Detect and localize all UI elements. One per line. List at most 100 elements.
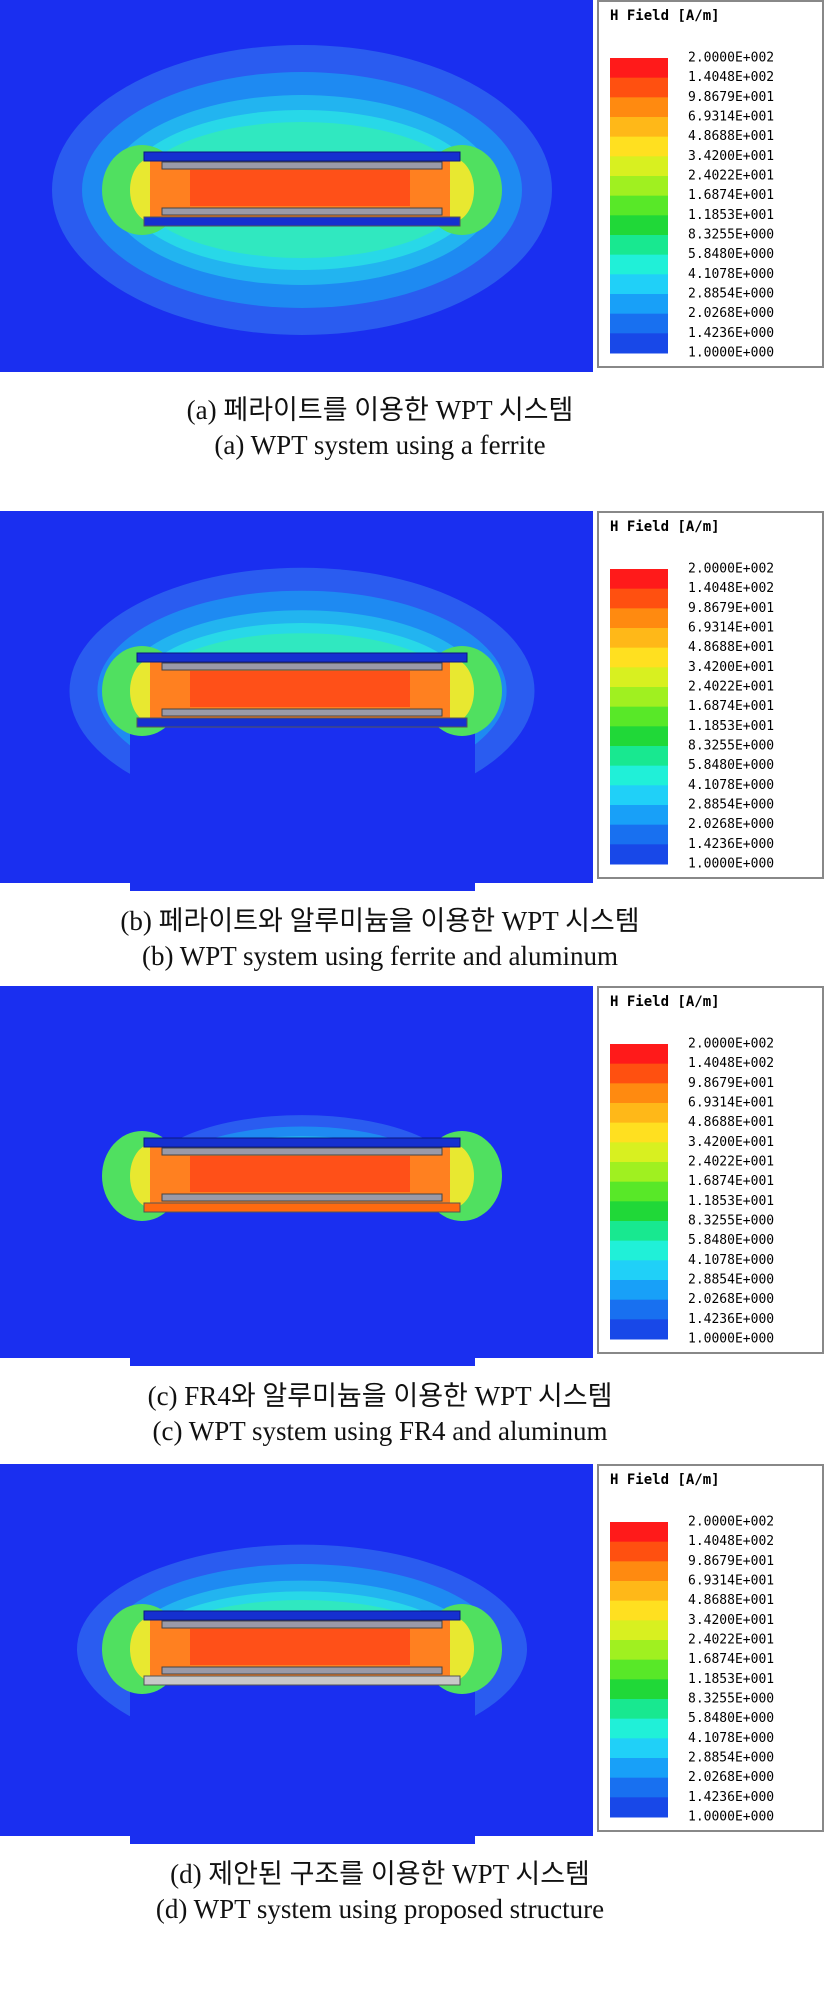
legend-label: 1.0000E+000 xyxy=(688,857,774,872)
legend-label: 1.4048E+002 xyxy=(688,1534,774,1549)
legend-swatch xyxy=(610,1142,668,1163)
legend-label: 4.1078E+000 xyxy=(688,1731,774,1746)
legend-label: 2.8854E+000 xyxy=(688,1273,774,1288)
coil xyxy=(161,1193,443,1202)
legend-label: 1.6874E+001 xyxy=(688,188,774,203)
legend-swatch xyxy=(610,1620,668,1641)
legend-label: 1.4236E+000 xyxy=(688,1312,774,1327)
legend-swatch xyxy=(610,667,668,688)
coil xyxy=(161,708,443,717)
legend-swatch xyxy=(610,1718,668,1739)
legend-label: 1.1853E+001 xyxy=(688,1194,774,1209)
legend-label: 5.8480E+000 xyxy=(688,758,774,773)
legend-label: 4.8688E+001 xyxy=(688,640,774,655)
legend-swatch xyxy=(610,136,668,157)
legend-swatch xyxy=(610,1319,668,1340)
legend-swatch xyxy=(610,1797,668,1818)
legend-label: 1.4048E+002 xyxy=(688,70,774,85)
legend-label: 2.4022E+001 xyxy=(688,1633,774,1648)
legend-swatch xyxy=(610,1699,668,1720)
core-field xyxy=(190,1629,410,1665)
top-plate xyxy=(143,151,461,162)
legend-swatch xyxy=(610,1738,668,1759)
legend-label: 4.8688E+001 xyxy=(688,129,774,144)
coil xyxy=(161,1666,443,1675)
legend-swatch xyxy=(610,215,668,236)
legend-swatch xyxy=(610,1581,668,1602)
legend-label: 6.9314E+001 xyxy=(688,1574,774,1589)
legend-label: 4.1078E+000 xyxy=(688,778,774,793)
core-field xyxy=(190,1156,410,1192)
legend-swatch xyxy=(610,647,668,668)
legend-label: 3.4200E+001 xyxy=(688,1135,774,1150)
legend-label: 2.8854E+000 xyxy=(688,1751,774,1766)
caption: (c) WPT system using FR4 and aluminum xyxy=(152,1416,608,1446)
coil xyxy=(161,1620,443,1629)
legend-label: 4.1078E+000 xyxy=(688,267,774,282)
bottom-plate xyxy=(143,1675,461,1686)
legend-label: 2.0268E+000 xyxy=(688,1292,774,1307)
caption: (a) WPT system using a ferrite xyxy=(214,430,546,460)
legend-swatch xyxy=(610,569,668,590)
legend-label: 5.8480E+000 xyxy=(688,1233,774,1248)
core-field xyxy=(190,671,410,707)
legend-swatch xyxy=(610,1280,668,1301)
legend-label: 6.9314E+001 xyxy=(688,621,774,636)
caption: (d) 제안된 구조를 이용한 WPT 시스템 xyxy=(170,1859,590,1889)
panel: H Field [A/m] 2.0000E+002 1.4048E+002 9.867… xyxy=(0,1464,824,1844)
legend-label: 4.1078E+000 xyxy=(688,1253,774,1268)
legend-swatch xyxy=(610,765,668,786)
legend-swatch xyxy=(610,687,668,708)
legend-label: 1.1853E+001 xyxy=(688,1672,774,1687)
coil xyxy=(161,662,443,671)
legend-label: 1.4236E+000 xyxy=(688,326,774,341)
legend-label: 1.1853E+001 xyxy=(688,208,774,223)
legend-label: 1.0000E+000 xyxy=(688,1332,774,1347)
field-cut xyxy=(130,1204,475,1366)
legend-swatch xyxy=(610,1640,668,1661)
caption: (b) 페라이트와 알루미늄을 이용한 WPT 시스템 xyxy=(120,906,640,936)
caption: (b) WPT system using ferrite and aluminu… xyxy=(142,941,618,971)
legend-swatch xyxy=(610,176,668,197)
legend-label: 1.0000E+000 xyxy=(688,1810,774,1825)
legend-swatch xyxy=(610,1758,668,1779)
legend-swatch xyxy=(610,1260,668,1281)
caption: (d) WPT system using proposed structure xyxy=(155,1894,605,1924)
legend-swatch xyxy=(610,1122,668,1143)
legend-label: 5.8480E+000 xyxy=(688,1711,774,1726)
panel: H Field [A/m] 2.0000E+002 1.4048E+002 9.867… xyxy=(0,511,824,891)
legend-label: 9.8679E+001 xyxy=(688,90,774,105)
legend-swatch xyxy=(610,1561,668,1582)
coil xyxy=(161,207,443,216)
legend-swatch xyxy=(610,1103,668,1124)
legend-label: 1.0000E+000 xyxy=(688,346,774,361)
legend-swatch xyxy=(610,726,668,747)
legend-swatch xyxy=(610,58,668,79)
legend-swatch xyxy=(610,844,668,865)
legend-label: 4.8688E+001 xyxy=(688,1593,774,1608)
legend-label: 8.3255E+000 xyxy=(688,228,774,243)
legend-swatch xyxy=(610,1044,668,1065)
top-plate xyxy=(143,1610,461,1621)
legend-swatch xyxy=(610,195,668,216)
legend-swatch xyxy=(610,117,668,138)
legend-swatch xyxy=(610,1201,668,1222)
legend-swatch xyxy=(610,824,668,845)
coil xyxy=(161,161,443,170)
legend-swatch xyxy=(610,235,668,256)
caption: (a) 페라이트를 이용한 WPT 시스템 xyxy=(186,395,574,425)
top-plate xyxy=(143,1137,461,1148)
panel: H Field [A/m] 2.0000E+002 1.4048E+002 9.867… xyxy=(0,0,824,372)
legend-swatch xyxy=(610,97,668,118)
legend-swatch xyxy=(610,1162,668,1183)
legend-label: 2.0268E+000 xyxy=(688,1770,774,1785)
legend-label: 5.8480E+000 xyxy=(688,247,774,262)
legend-label: 8.3255E+000 xyxy=(688,1214,774,1229)
legend-label: 1.6874E+001 xyxy=(688,699,774,714)
legend-title: H Field [A/m] xyxy=(610,1472,720,1488)
legend-swatch xyxy=(610,706,668,727)
legend-label: 6.9314E+001 xyxy=(688,110,774,125)
legend-swatch xyxy=(610,1063,668,1084)
legend-swatch xyxy=(610,1659,668,1680)
legend-label: 2.4022E+001 xyxy=(688,1155,774,1170)
